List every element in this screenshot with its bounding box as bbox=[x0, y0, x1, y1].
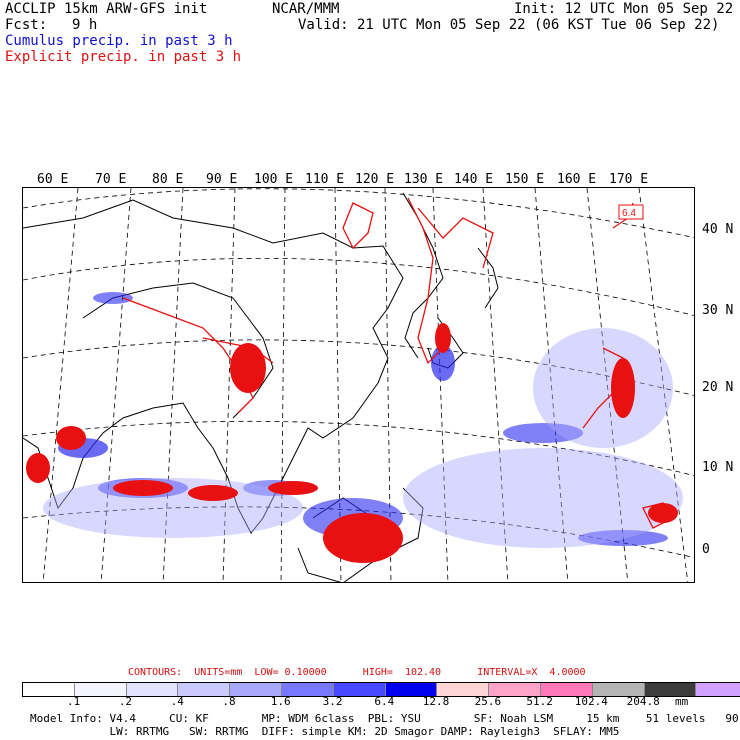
forecast-hour: 9 h bbox=[72, 17, 98, 33]
colorbar-swatch bbox=[23, 683, 75, 696]
model-info-line2: LW: RRTMG SW: RRTMG DIFF: simple KM: 2D … bbox=[30, 725, 620, 738]
lon-label: 80 E bbox=[152, 172, 184, 187]
lon-label: 60 E bbox=[37, 172, 69, 187]
forecast-label: Fcst: bbox=[5, 17, 48, 33]
lat-label: 40 N bbox=[702, 222, 734, 237]
colorbar-label: 102.4 bbox=[574, 695, 608, 708]
colorbar-swatch bbox=[644, 683, 697, 696]
colorbar-swatch bbox=[74, 683, 127, 696]
model-info-line1: Model Info: V4.4 CU: KF MP: WDM 6class P… bbox=[30, 712, 740, 725]
valid-time: Valid: 21 UTC Mon 05 Sep 22 (06 KST Tue … bbox=[298, 17, 720, 33]
precip-map: 6.4 bbox=[22, 187, 695, 583]
lon-label: 150 E bbox=[505, 172, 545, 187]
organization: NCAR/MMM bbox=[272, 1, 340, 17]
colorbar bbox=[22, 682, 740, 697]
lat-line-10 bbox=[23, 420, 694, 476]
heavy-explicit-precip bbox=[26, 323, 678, 563]
model-title: ACCLIP 15km ARW-GFS init bbox=[5, 1, 208, 17]
lon-label: 170 E bbox=[609, 172, 649, 187]
colorbar-swatch bbox=[230, 683, 282, 696]
explicit-legend: Explicit precip. in past 3 h bbox=[5, 49, 242, 65]
lat-line-20 bbox=[23, 339, 694, 396]
lat-label: 30 N bbox=[702, 303, 734, 318]
colorbar-swatch bbox=[437, 683, 490, 696]
colorbar-label: 3.2 bbox=[322, 695, 343, 708]
colorbar-label: 204.8 bbox=[626, 695, 660, 708]
contour-max-label-box bbox=[618, 204, 644, 220]
colorbar-swatch bbox=[489, 683, 541, 696]
contour-max-label: 6.4 bbox=[622, 208, 636, 219]
colorbar-swatch bbox=[696, 683, 740, 696]
lat-line-40 bbox=[23, 188, 694, 238]
lat-label: 20 N bbox=[702, 380, 734, 395]
lon-label: 90 E bbox=[206, 172, 238, 187]
colorbar-swatch bbox=[592, 683, 645, 696]
colorbar-swatch bbox=[540, 683, 593, 696]
init-time: Init: 12 UTC Mon 05 Sep 22 bbox=[514, 1, 734, 17]
colorbar-swatch bbox=[333, 683, 386, 696]
cumulus-legend: Cumulus precip. in past 3 h bbox=[5, 33, 233, 49]
contour-info: CONTOURS: UNITS=mm LOW= 0.10000 HIGH= 10… bbox=[128, 667, 586, 678]
lat-line-30 bbox=[23, 257, 694, 316]
colorbar-label: 51.2 bbox=[526, 695, 553, 708]
colorbar-label: .1 bbox=[67, 695, 81, 708]
lat-label: 0 bbox=[702, 542, 710, 557]
lon-label: 110 E bbox=[305, 172, 345, 187]
colorbar-swatch bbox=[126, 683, 179, 696]
colorbar-swatch bbox=[178, 683, 231, 696]
lon-label: 120 E bbox=[355, 172, 395, 187]
colorbar-label: 6.4 bbox=[374, 695, 395, 708]
lat-label: 10 N bbox=[702, 460, 734, 475]
colorbar-swatch bbox=[385, 683, 438, 696]
lon-label: 130 E bbox=[404, 172, 444, 187]
colorbar-label: 12.8 bbox=[422, 695, 450, 708]
colorbar-swatch bbox=[281, 683, 334, 696]
lon-label: 100 E bbox=[254, 172, 294, 187]
colorbar-label: 25.6 bbox=[474, 695, 502, 708]
colorbar-label: .4 bbox=[170, 695, 184, 708]
colorbar-label: 1.6 bbox=[270, 695, 291, 708]
lon-label: 140 E bbox=[454, 172, 494, 187]
lon-label: 160 E bbox=[557, 172, 597, 187]
colorbar-label: .8 bbox=[222, 695, 236, 708]
colorbar-label: .2 bbox=[118, 695, 133, 708]
lon-label: 70 E bbox=[95, 172, 127, 187]
map-canvas: 6.4 bbox=[23, 188, 694, 582]
colorbar-units: mm bbox=[675, 695, 689, 708]
